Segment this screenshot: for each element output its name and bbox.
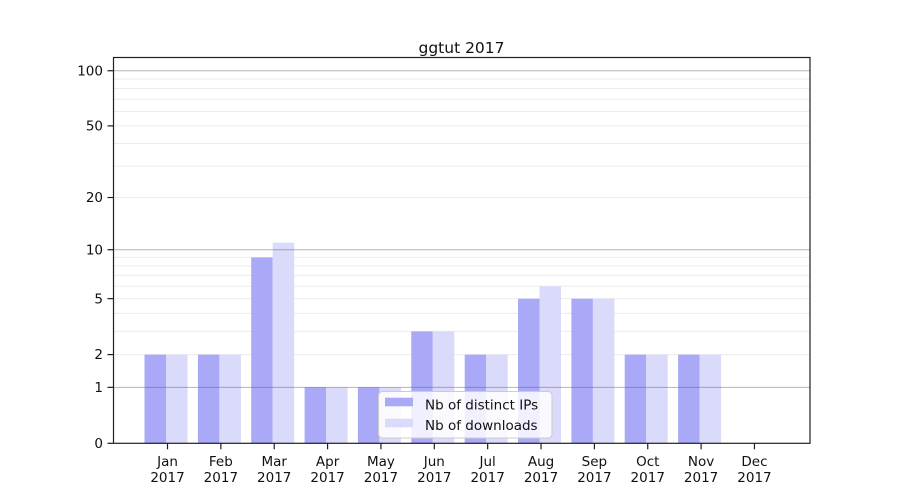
x-tick-label-year: 2017 [737,470,771,486]
x-tick-label-month: Oct [636,454,659,470]
plot-frame [112,56,811,444]
legend-box [378,391,553,439]
bar [678,354,700,444]
legend-swatch-distinct-ips [385,397,413,407]
x-tick-label-month: May [367,454,395,470]
y-tick-label: 20 [86,190,103,206]
bar [646,354,668,444]
chart-title: ggtut 2017 [418,39,504,57]
bar [304,387,327,444]
x-tick-label-year: 2017 [470,470,504,486]
bar [699,354,722,444]
y-tick-label: 50 [86,119,103,135]
x-tick-label-month: Apr [316,454,340,470]
x-tick-label-month: Sep [582,454,607,470]
bar [251,257,273,444]
y-tick-label: 5 [94,291,103,307]
x-tick-label-month: Jan [156,454,178,470]
bar [571,298,593,444]
x-tick-label-month: Dec [741,454,767,470]
legend-swatch-downloads [385,418,413,428]
x-tick-label-year: 2017 [684,470,718,486]
x-tick-label-month: Aug [528,454,554,470]
x-tick-label-month: Nov [688,454,714,470]
bar [272,242,295,444]
bar [144,354,166,444]
x-tick-label-year: 2017 [631,470,665,486]
x-tick-label-month: Mar [261,454,287,470]
bar [592,298,615,444]
x-tick-label-year: 2017 [524,470,558,486]
bar [624,354,647,444]
x-tick-label-month: Feb [209,454,233,470]
legend: Nb of distinct IPs Nb of downloads [378,391,553,439]
decade-gridlines [113,70,810,388]
y-tick-label: 0 [94,436,103,452]
bar [326,387,348,444]
x-tick-label-year: 2017 [310,470,344,486]
legend-label-downloads: Nb of downloads [425,418,538,434]
axes-ticks-and-labels: 0125102050100Jan2017Feb2017Mar2017Apr201… [77,63,771,486]
x-tick-label-year: 2017 [150,470,184,486]
y-tick-label: 2 [94,347,103,363]
x-tick-label-year: 2017 [204,470,238,486]
x-tick-label-year: 2017 [364,470,398,486]
y-tick-label: 100 [77,63,103,79]
minor-gridlines [113,78,810,356]
x-tick-label-month: Jun [423,454,445,470]
x-tick-label-year: 2017 [417,470,451,486]
bar [197,354,220,444]
bar [357,387,380,444]
bar [219,354,241,444]
x-tick-label-year: 2017 [257,470,291,486]
x-tick-label-year: 2017 [577,470,611,486]
x-tick-label-month: Jul [479,454,496,470]
y-tick-label: 1 [94,380,103,396]
bar [166,354,188,444]
y-tick-label: 10 [86,242,103,258]
legend-label-distinct-ips: Nb of distinct IPs [425,398,538,414]
